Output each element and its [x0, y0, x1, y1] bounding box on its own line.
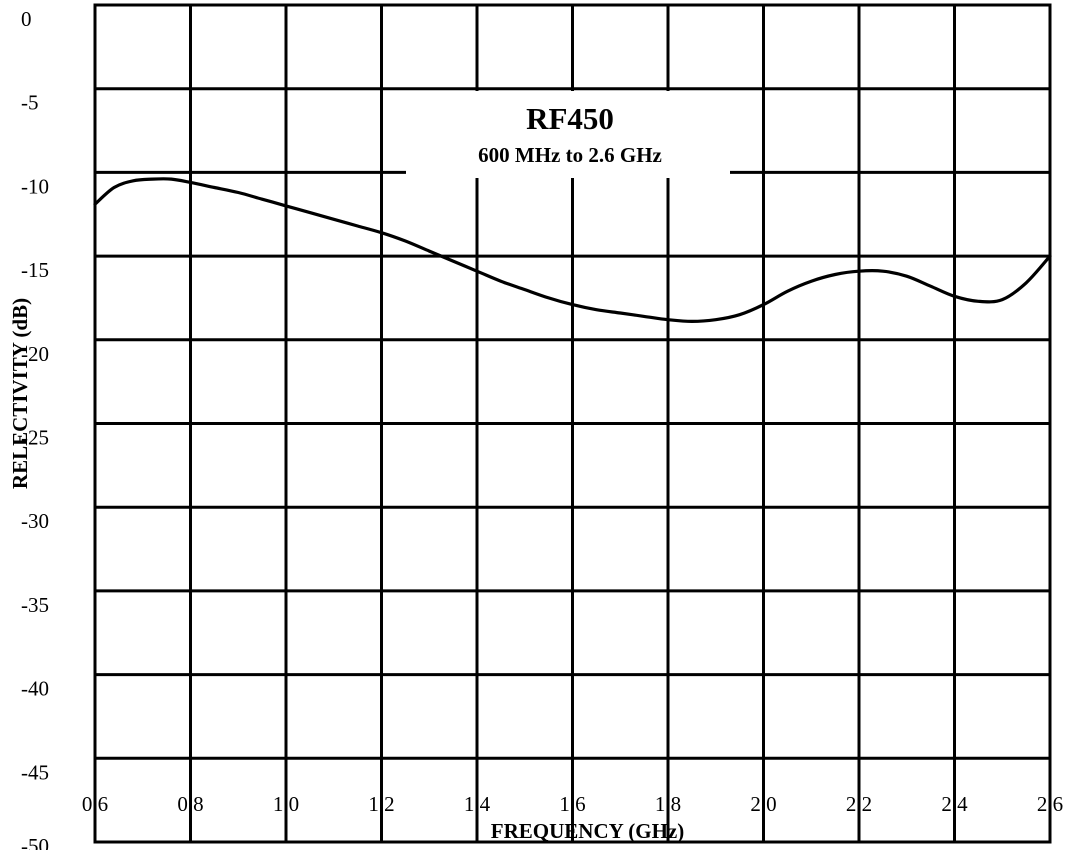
reflectivity-curve — [93, 177, 1052, 323]
series-layer — [93, 177, 1052, 323]
y-tick-label: -10 — [21, 174, 49, 198]
x-tick-label: 1.0 — [273, 792, 299, 816]
y-axis-title: RELECTIVITY (dB) — [8, 298, 32, 489]
y-tick-labels: 0 -5 -10 -15 -20 -25 -30 -35 -40 -45 -50 — [21, 7, 49, 850]
y-tick-label: -5 — [21, 91, 39, 115]
y-tick-label: 0 — [21, 7, 32, 31]
title-background — [406, 91, 730, 178]
y-tick-label: -20 — [21, 342, 49, 366]
y-tick-label: -30 — [21, 509, 49, 533]
chart-title: RF450 — [526, 101, 614, 136]
x-tick-labels: 0.6 0.8 1.0 1.2 1.4 1.6 1.8 2.0 2.2 2.4 2.6 — [82, 792, 1063, 816]
x-tick-label: 0.6 — [82, 792, 108, 816]
x-tick-label: 2.4 — [941, 792, 968, 816]
title-box: RF450 600 MHz to 2.6 GHz — [406, 91, 730, 178]
y-tick-label: -50 — [21, 834, 49, 850]
y-tick-label: -40 — [21, 677, 49, 701]
chart-subtitle: 600 MHz to 2.6 GHz — [478, 143, 662, 167]
x-tick-label: 1.6 — [559, 792, 585, 816]
x-tick-label: 2.2 — [846, 792, 872, 816]
x-axis-title: FREQUENCY (GHz) — [491, 819, 684, 843]
plot-frame — [93, 3, 1052, 844]
x-tick-label: 1.2 — [368, 792, 394, 816]
x-tick-label: 0.8 — [177, 792, 203, 816]
x-tick-label: 2.0 — [750, 792, 776, 816]
y-tick-label: -35 — [21, 593, 49, 617]
y-tick-label: -25 — [21, 426, 49, 450]
x-tick-label: 1.4 — [464, 792, 491, 816]
x-tick-label: 2.6 — [1037, 792, 1063, 816]
y-tick-label: -45 — [21, 760, 49, 784]
y-tick-label: -15 — [21, 258, 49, 282]
x-tick-label: 1.8 — [655, 792, 681, 816]
